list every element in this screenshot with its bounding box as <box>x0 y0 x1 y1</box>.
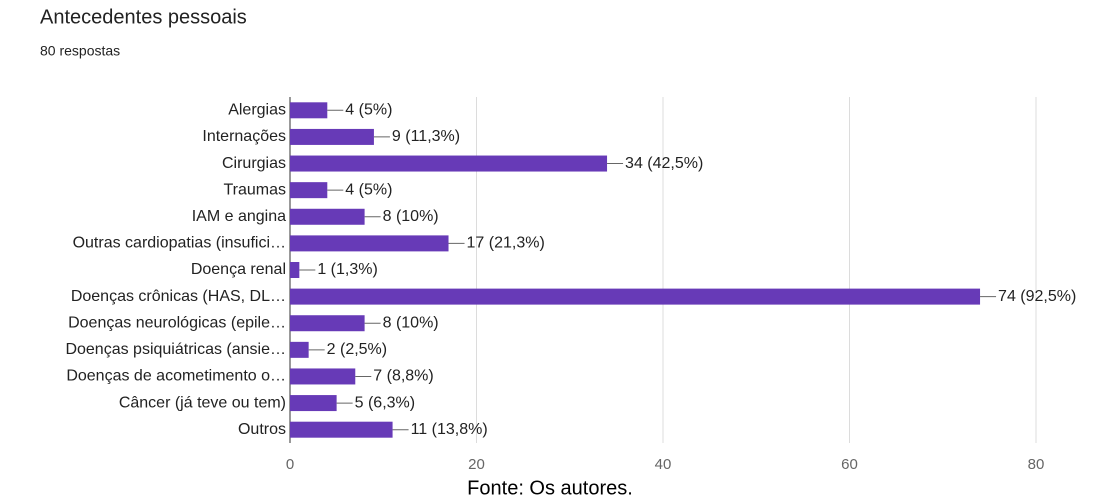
value-label: 34 (42,5%) <box>625 155 703 172</box>
bar <box>290 102 328 119</box>
value-label: 7 (8,8%) <box>373 368 433 385</box>
caption: Fonte: Os autores. <box>467 477 633 499</box>
bar <box>290 128 374 145</box>
chart-subtitle: 80 respostas <box>40 43 120 59</box>
bar <box>290 155 608 172</box>
y-tick-label: Doenças crônicas (HAS, DL… <box>71 288 286 305</box>
y-tick-label: Doenças psiquiátricas (ansie… <box>65 341 286 358</box>
y-tick-label: Doença renal <box>191 261 286 278</box>
bar <box>290 262 300 278</box>
value-label: 8 (10%) <box>383 314 439 331</box>
bar <box>290 208 365 225</box>
value-label: 1 (1,3%) <box>317 261 377 278</box>
value-label: 5 (6,3%) <box>355 394 415 411</box>
bar <box>290 368 356 385</box>
y-tick-label: Doenças neurológicas (epile… <box>68 314 286 331</box>
bar <box>290 182 328 199</box>
x-tick-label: 20 <box>468 456 485 473</box>
bar <box>290 395 337 412</box>
value-label: 4 (5%) <box>345 102 392 119</box>
bar <box>290 421 393 438</box>
y-tick-label: Traumas <box>223 181 286 198</box>
bar <box>290 315 365 332</box>
bar <box>290 341 309 358</box>
value-label: 74 (92,5%) <box>998 288 1076 305</box>
y-tick-label: IAM e angina <box>192 208 286 225</box>
bar <box>290 288 981 305</box>
value-label: 17 (21,3%) <box>467 235 545 252</box>
x-tick-label: 80 <box>1028 456 1045 473</box>
value-label: 8 (10%) <box>383 208 439 225</box>
y-tick-label: Outras cardiopatias (insufici… <box>73 235 286 252</box>
y-tick-label: Doenças de acometimento o… <box>66 368 286 385</box>
y-tick-label: Cirurgias <box>222 155 286 172</box>
x-tick-label: 0 <box>286 456 294 473</box>
bar <box>290 235 449 252</box>
value-label: 4 (5%) <box>345 181 392 198</box>
y-tick-label: Outros <box>238 421 286 438</box>
y-tick-label: Internações <box>202 128 286 145</box>
value-label: 2 (2,5%) <box>327 341 387 358</box>
y-tick-label: Alergias <box>228 102 286 119</box>
x-tick-label: 60 <box>841 456 858 473</box>
value-label: 11 (13,8%) <box>411 421 488 438</box>
chart-title: Antecedentes pessoais <box>40 6 247 28</box>
x-tick-label: 40 <box>655 456 672 473</box>
value-label: 9 (11,3%) <box>392 128 460 145</box>
y-tick-label: Câncer (já teve ou tem) <box>119 394 286 411</box>
